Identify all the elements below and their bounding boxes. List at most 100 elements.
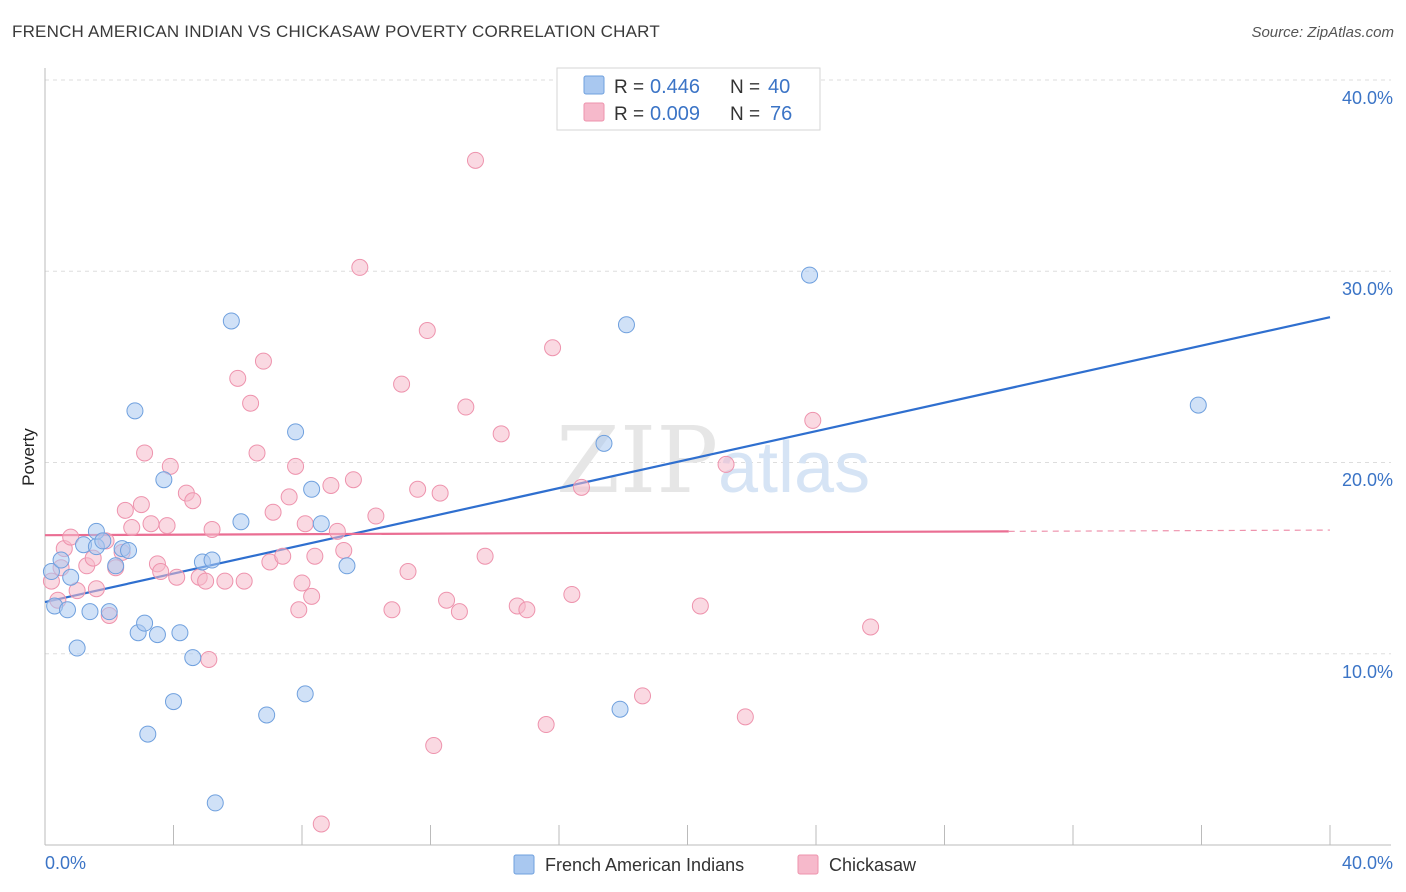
data-point-chickasaw xyxy=(351,258,369,276)
data-point-french-american-indians xyxy=(801,266,819,284)
data-point-chickasaw xyxy=(335,541,353,559)
points-chickasaw xyxy=(42,151,880,833)
data-point-chickasaw xyxy=(264,503,282,521)
data-point-french-american-indians xyxy=(120,541,138,559)
data-point-chickasaw xyxy=(296,515,314,533)
stats-box: R = 0.446 N = 40 R = 0.009 N = 76 xyxy=(556,67,821,131)
data-point-french-american-indians xyxy=(338,557,356,575)
data-point-chickasaw xyxy=(306,547,324,565)
data-point-chickasaw xyxy=(280,488,298,506)
stats-r-value-pink: 0.009 xyxy=(650,103,700,125)
data-point-chickasaw xyxy=(87,580,105,598)
data-point-french-american-indians xyxy=(258,706,276,724)
data-point-chickasaw xyxy=(254,352,272,370)
stats-n-value-pink: 76 xyxy=(770,103,792,125)
y-tick-label-20: 20.0% xyxy=(1342,470,1393,490)
data-point-chickasaw xyxy=(438,591,456,609)
legend-label-chickasaw: Chickasaw xyxy=(829,855,917,875)
legend-label-french-american-indians: French American Indians xyxy=(545,855,744,875)
data-point-chickasaw xyxy=(383,601,401,619)
data-point-chickasaw xyxy=(132,496,150,514)
data-point-french-american-indians xyxy=(136,614,154,632)
data-point-chickasaw xyxy=(518,601,536,619)
data-point-chickasaw xyxy=(242,394,260,412)
data-point-chickasaw xyxy=(425,737,443,755)
data-point-chickasaw xyxy=(431,484,449,502)
data-point-french-american-indians xyxy=(303,480,321,498)
trend-line-french-american-indians xyxy=(44,316,1331,604)
stats-swatch-blue xyxy=(583,75,605,95)
data-point-chickasaw xyxy=(116,501,134,519)
data-point-french-american-indians xyxy=(155,471,173,489)
data-point-chickasaw xyxy=(184,492,202,510)
data-point-french-american-indians xyxy=(165,693,182,711)
stats-n-label-blue: N = xyxy=(730,77,760,98)
data-point-french-american-indians xyxy=(68,639,86,657)
data-point-chickasaw xyxy=(229,369,247,387)
data-point-french-american-indians xyxy=(203,551,221,569)
data-point-french-american-indians xyxy=(42,563,60,581)
data-point-chickasaw xyxy=(393,375,411,393)
chart-title: FRENCH AMERICAN INDIAN VS CHICKASAW POVE… xyxy=(12,22,660,41)
data-point-french-american-indians xyxy=(206,794,224,812)
data-point-chickasaw xyxy=(62,528,80,546)
data-point-chickasaw xyxy=(152,563,170,581)
data-point-chickasaw xyxy=(200,650,218,668)
data-point-chickasaw xyxy=(804,411,822,429)
data-point-chickasaw xyxy=(476,547,494,565)
data-point-french-american-indians xyxy=(617,316,635,334)
data-point-chickasaw xyxy=(168,568,186,586)
data-point-french-american-indians xyxy=(107,557,125,575)
data-point-chickasaw xyxy=(492,425,510,443)
stats-swatch-pink xyxy=(583,102,605,122)
data-point-chickasaw xyxy=(123,519,141,537)
data-point-french-american-indians xyxy=(184,649,202,667)
data-point-chickasaw xyxy=(736,708,754,726)
data-point-french-american-indians xyxy=(611,700,629,718)
data-point-french-american-indians xyxy=(58,601,76,619)
data-point-chickasaw xyxy=(136,444,154,462)
data-point-french-american-indians xyxy=(94,532,112,550)
y-tick-label-10: 10.0% xyxy=(1342,662,1393,682)
data-point-chickasaw xyxy=(322,476,340,494)
watermark: ZIP atlas xyxy=(556,407,870,514)
data-point-chickasaw xyxy=(216,572,234,590)
data-point-french-american-indians xyxy=(171,624,189,642)
data-point-chickasaw xyxy=(572,478,590,496)
data-point-chickasaw xyxy=(328,522,346,540)
data-point-chickasaw xyxy=(287,457,305,475)
stats-r-value-blue: 0.446 xyxy=(650,76,700,98)
data-point-chickasaw xyxy=(274,547,292,565)
watermark-zip: ZIP xyxy=(556,407,718,514)
data-point-chickasaw xyxy=(418,322,436,340)
data-point-chickasaw xyxy=(312,815,330,833)
data-point-french-american-indians xyxy=(52,551,70,569)
data-point-chickasaw xyxy=(634,687,652,705)
data-point-chickasaw xyxy=(691,597,709,615)
data-point-french-american-indians xyxy=(232,513,250,531)
source-credit: Source: ZipAtlas.com xyxy=(1251,24,1394,41)
x-ticks xyxy=(173,825,1331,845)
data-point-chickasaw xyxy=(457,398,475,416)
data-point-chickasaw xyxy=(142,515,160,533)
data-point-chickasaw xyxy=(344,471,362,489)
stats-r-label-blue: R = xyxy=(614,77,644,98)
stats-n-value-blue: 40 xyxy=(768,76,790,98)
legend-swatch-chickasaw xyxy=(797,854,819,875)
x-tick-label-max: 40.0% xyxy=(1342,853,1393,873)
data-point-chickasaw xyxy=(203,520,221,538)
data-point-chickasaw xyxy=(293,574,311,592)
watermark-atlas: atlas xyxy=(718,428,870,508)
data-point-chickasaw xyxy=(158,517,176,535)
data-point-chickasaw xyxy=(544,339,562,357)
data-point-french-american-indians xyxy=(100,603,118,621)
data-point-chickasaw xyxy=(466,151,484,169)
data-point-chickasaw xyxy=(303,587,321,605)
axes xyxy=(44,68,1391,846)
data-point-french-american-indians xyxy=(81,603,99,621)
data-point-chickasaw xyxy=(367,507,385,525)
y-tick-labels: 40.0% 30.0% 20.0% 10.0% xyxy=(1342,88,1393,682)
data-point-french-american-indians xyxy=(1189,396,1207,414)
data-point-chickasaw xyxy=(235,572,253,590)
data-point-french-american-indians xyxy=(312,515,330,533)
